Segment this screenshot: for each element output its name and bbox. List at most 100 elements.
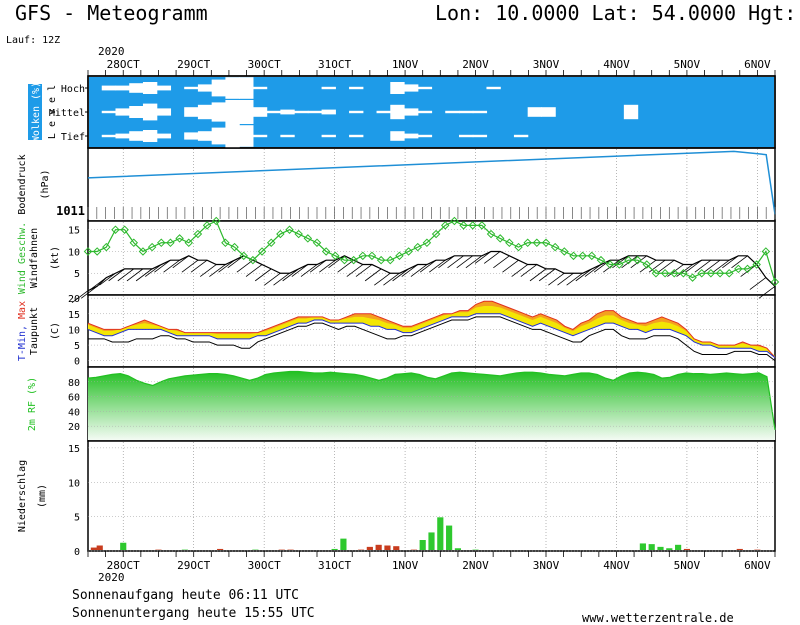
wind-barb xyxy=(309,259,327,273)
wind-speed-point xyxy=(651,268,661,278)
precip-bar xyxy=(366,546,373,550)
precip-bar xyxy=(384,545,391,550)
cloud-clear-tief xyxy=(211,127,226,145)
wind-speed-point xyxy=(386,255,395,265)
wind-speed-point xyxy=(706,268,716,278)
cloud-axis-label: Wolken (%) xyxy=(31,82,42,142)
wind-barb xyxy=(603,259,620,273)
wind-speed-point xyxy=(321,247,331,256)
wind-barb xyxy=(99,272,116,286)
tmin-label: T-Min, xyxy=(17,325,28,361)
wind-speed-point xyxy=(486,229,496,239)
wind-barb xyxy=(511,264,528,277)
wind-barb xyxy=(190,259,208,273)
date-label-top: 29OCT xyxy=(177,58,210,71)
cloud-clear-mittel xyxy=(390,104,405,120)
date-label-top: 2NOV xyxy=(462,58,489,71)
date-label-top: 1NOV xyxy=(392,58,419,71)
wind-barb xyxy=(731,255,748,269)
cloud-clear-tief xyxy=(101,134,117,138)
cloud-clear-mittel xyxy=(458,110,474,114)
wind-speed-point xyxy=(404,247,413,256)
wind-barb xyxy=(722,255,739,269)
wind-speed-point xyxy=(239,251,248,261)
panel-frame-temp xyxy=(87,294,776,368)
cloud-clear-hoch xyxy=(252,86,268,90)
cloud-clear-tief xyxy=(225,124,240,148)
source-text: www.wetterzentrale.de xyxy=(582,611,734,625)
cloud-clear-hoch xyxy=(211,79,226,97)
pressure-axis-unit: (hPa) xyxy=(40,169,51,199)
date-label-bottom: 6NOV xyxy=(744,559,771,572)
precip-bar xyxy=(736,548,743,550)
cloud-clear-mittel xyxy=(472,110,488,114)
wind-speed-point xyxy=(257,247,267,256)
wind-tick-label: 10 xyxy=(68,247,80,258)
wind-speed-point xyxy=(523,238,532,248)
temp-axis-label: T-Min, Max xyxy=(17,301,28,361)
wind-barb xyxy=(145,264,162,277)
wind-unit-label: (kt) xyxy=(50,246,61,270)
wind-barb-line xyxy=(87,250,776,292)
wind-barb xyxy=(374,272,391,286)
precip-axis-label: Niederschlag xyxy=(17,460,28,532)
wind-speed-point xyxy=(550,242,560,252)
rh-tick-label: 20 xyxy=(68,422,80,433)
wind-speed-point xyxy=(340,255,349,265)
wind-speed-point xyxy=(660,268,670,278)
cloud-clear-hoch xyxy=(129,83,144,93)
cloud-clear-tief xyxy=(417,134,433,138)
wind-speed-point xyxy=(679,268,688,278)
wind-barb xyxy=(493,255,510,269)
cloud-clear-mittel xyxy=(101,110,117,114)
precip-bar xyxy=(217,548,224,550)
wind-barb xyxy=(163,259,180,273)
wind-barb xyxy=(200,264,217,277)
wind-speed-point xyxy=(111,225,120,234)
cloud-clear-mittel xyxy=(623,104,639,120)
wind-speed-point xyxy=(633,255,642,265)
wind-speed-point xyxy=(193,229,203,239)
precip-bar xyxy=(675,544,682,550)
wind-speed-point xyxy=(734,264,743,274)
cloud-clear-mittel xyxy=(280,109,295,115)
wind-speed-point xyxy=(440,221,450,230)
wind-speed-point xyxy=(331,251,340,261)
date-label-bottom: 1NOV xyxy=(392,559,419,572)
cloud-clear-mittel xyxy=(115,108,130,116)
wind-speed-point xyxy=(605,260,615,269)
wind-speed-point xyxy=(615,260,624,269)
cloud-clear-mittel xyxy=(294,110,309,114)
sunset-text: Sonnenuntergang heute 15:55 UTC xyxy=(72,606,315,621)
wind-speed-point xyxy=(477,221,487,230)
wind-barb xyxy=(264,272,281,286)
cloud-clear-tief xyxy=(349,134,364,138)
wind-speed-point xyxy=(431,229,441,239)
wind-barb xyxy=(548,272,565,286)
wind-barb xyxy=(108,268,125,282)
wind-barb xyxy=(236,259,254,273)
wind-barb xyxy=(337,259,354,273)
wind-speed-point xyxy=(358,251,368,261)
precip-bar xyxy=(683,548,691,550)
temp-tick-label: 5 xyxy=(74,341,80,352)
wind-barb xyxy=(428,259,446,273)
precip-tick-label: 10 xyxy=(68,478,80,489)
cloud-clear-mittel xyxy=(417,110,433,114)
wind-barb xyxy=(685,259,702,273)
cloud-clear-hoch xyxy=(239,77,254,99)
cloud-clear-tief xyxy=(184,132,199,140)
wind-barb xyxy=(71,290,89,303)
page-title: GFS - Meteogramm xyxy=(15,1,208,25)
cloud-clear-tief xyxy=(390,131,405,141)
wind-speed-point xyxy=(230,242,239,252)
cloud-level-title: L e v e l xyxy=(47,85,58,139)
wind-barb xyxy=(575,268,593,282)
cloud-clear-hoch xyxy=(404,84,419,92)
wind-speed-point xyxy=(770,277,780,287)
cloud-clear-hoch xyxy=(184,86,199,90)
precip-bar xyxy=(437,517,444,550)
wind-barb xyxy=(740,264,757,277)
rh-tick-label: 60 xyxy=(68,393,80,404)
wind-speed-point xyxy=(761,247,771,256)
